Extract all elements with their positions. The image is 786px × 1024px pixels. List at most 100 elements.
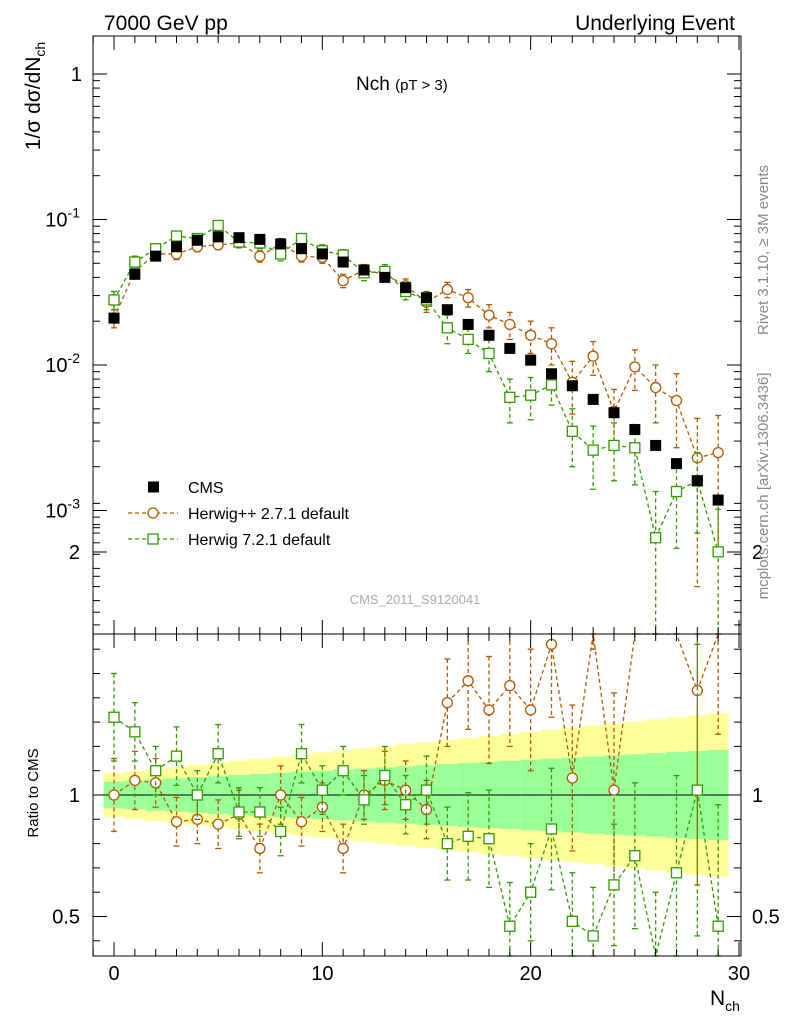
legend-label-hpp: Herwig++ 2.7.1 default <box>188 506 350 523</box>
ratio-axis-title-text: Ratio to CMS <box>25 748 42 837</box>
herwig7-point <box>504 391 516 403</box>
cms-point <box>150 250 162 262</box>
cms-point <box>525 354 537 366</box>
cms-point <box>337 256 349 268</box>
herwig7-ratio-line <box>113 716 719 957</box>
herwigpp-point <box>712 446 724 459</box>
cms-point <box>358 264 370 276</box>
x-tick-label: 10 <box>311 963 333 985</box>
ratio-tick-label: 0.5 <box>52 907 80 929</box>
ratio-panel: 0 10 20 30 0.5 0.5 1 1 2 2 <box>52 502 780 985</box>
herwig7-point <box>525 389 537 401</box>
herwigpp-point <box>587 350 599 362</box>
herwigpp-point <box>483 309 495 321</box>
herwig7-ratio-point <box>712 920 724 932</box>
herwigpp-ratio-point <box>337 842 349 855</box>
ratio-axis-title: Ratio to CMS <box>25 748 42 837</box>
cms-point <box>296 243 307 255</box>
herwig7-ratio-point <box>587 930 599 942</box>
herwig7-ratio-point <box>212 748 224 760</box>
plot-title: Nch (pT > 3) <box>356 74 448 95</box>
herwig7-ratio-point <box>462 830 474 842</box>
ratio-tick-label: 1 <box>69 785 80 807</box>
herwig7-ratio-point <box>191 789 203 801</box>
herwig7-point <box>441 322 453 334</box>
herwig7-ratio-point <box>254 806 266 818</box>
y-tick-label: 10-1 <box>45 205 80 232</box>
herwig7-ratio-point <box>358 794 370 806</box>
y-tick-label: 10-3 <box>45 496 80 523</box>
herwig7-point <box>483 347 495 360</box>
cms-point <box>629 424 641 436</box>
herwig7-ratio-point <box>504 920 516 932</box>
cms-point <box>671 458 682 470</box>
herwig7-point <box>170 230 183 242</box>
herwig7-point <box>566 425 578 437</box>
herwigpp-ratio-point <box>108 789 120 801</box>
herwig7-point <box>462 333 474 346</box>
herwigpp-point <box>629 361 641 373</box>
cms-point <box>421 292 432 304</box>
ratio-tick-label-right: 0.5 <box>752 907 780 929</box>
herwigpp-point <box>545 338 558 350</box>
herwigpp-ratio-point <box>129 774 141 787</box>
cms-point <box>275 238 287 250</box>
cms-point <box>546 368 557 380</box>
herwig7-ratio-point <box>483 833 495 845</box>
header-right: Underlying Event <box>575 12 735 35</box>
herwigpp-point <box>650 381 662 394</box>
herwigpp-point <box>254 250 266 262</box>
cms-point <box>712 494 724 506</box>
cms-point <box>379 271 391 283</box>
herwig7-ratio-point <box>400 799 412 811</box>
herwigpp-point <box>337 274 349 287</box>
herwig7-ratio-point <box>129 726 141 738</box>
herwig7-ratio-point <box>316 784 328 796</box>
cms-point <box>587 393 599 405</box>
x-tick-label: 30 <box>728 963 750 985</box>
herwig7-ratio-point <box>566 915 578 928</box>
herwigpp-ratio-point <box>212 818 224 830</box>
cms-point <box>608 407 620 419</box>
herwigpp-ratio-point <box>275 789 287 801</box>
legend-label-h7: Herwig 7.2.1 default <box>188 532 331 549</box>
herwigpp-ratio-point <box>462 675 474 687</box>
herwig7-point <box>545 379 558 391</box>
herwigpp-line <box>113 242 719 459</box>
herwig7-ratio-point <box>608 879 620 891</box>
legend: CMS Herwig++ 2.7.1 default Herwig 7.2.1 de… <box>128 480 350 549</box>
x-axis-title: Nch <box>710 987 740 1014</box>
herwig7-ratio-point <box>629 850 641 862</box>
herwigpp-ratio-point <box>483 704 495 716</box>
cms-point <box>566 380 578 392</box>
cms-point <box>108 312 120 324</box>
ratio-tick-label-right: 1 <box>752 785 763 807</box>
header-left: 7000 GeV pp <box>104 12 228 35</box>
herwig7-point <box>670 485 683 498</box>
x-tick-label: 0 <box>108 963 119 985</box>
herwig7-ratio-point <box>545 823 558 835</box>
legend-marker-h7 <box>147 533 159 545</box>
herwig7-point <box>629 442 641 454</box>
ratio-tick-label: 2 <box>69 542 80 564</box>
herwigpp-point <box>525 329 537 341</box>
cms-point <box>212 231 224 243</box>
herwigpp-ratio-point <box>441 697 453 709</box>
herwig7-ratio-point <box>295 748 308 760</box>
cms-point <box>441 304 453 316</box>
herwig7-line <box>113 224 719 553</box>
legend-label-cms: CMS <box>188 480 224 497</box>
herwigpp-point <box>504 318 516 331</box>
cms-point <box>171 241 182 253</box>
herwigpp-ratio-point <box>254 842 266 855</box>
herwig7-ratio-point <box>337 765 349 777</box>
herwig7-ratio-point <box>379 769 391 782</box>
herwig7-point <box>108 294 120 306</box>
y-tick-label: 1 <box>71 64 82 86</box>
y-axis-title: 1/σ dσ/dNch <box>22 42 48 150</box>
herwig7-ratio-point <box>525 886 537 898</box>
cms-point <box>129 268 141 280</box>
herwig7-point <box>608 439 620 452</box>
cms-point <box>316 248 328 260</box>
